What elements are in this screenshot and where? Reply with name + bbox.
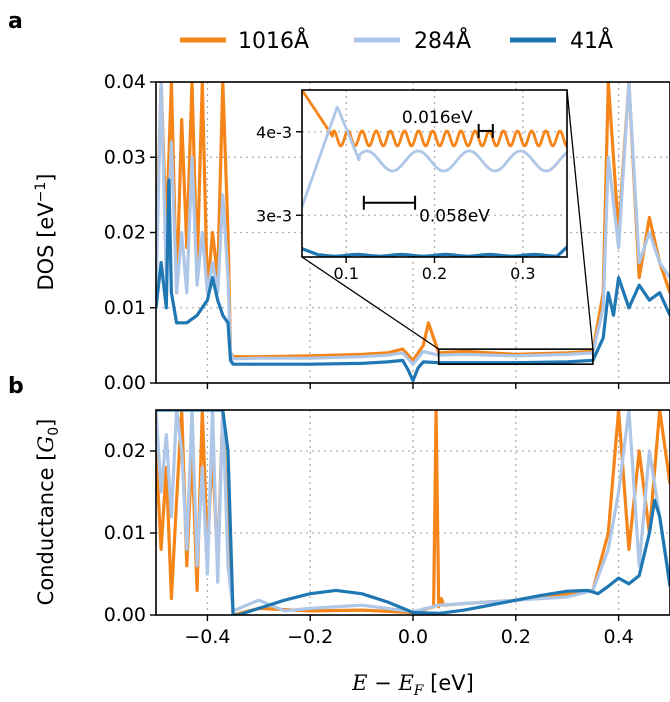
y-tick-label: 0.02 <box>104 440 146 462</box>
panel-b-ticks: 0.00 0.01 0.02 −0.4 −0.2 0.0 0.2 0.4 <box>104 440 634 648</box>
legend-label-1016: 1016Å <box>238 27 309 54</box>
y-tick-label: 3e-3 <box>256 206 292 225</box>
panel-b-series <box>156 410 670 615</box>
spacing-label: 0.058eV <box>419 207 490 227</box>
panel-a-letter: a <box>8 9 23 34</box>
y-tick-label: 4e-3 <box>256 123 292 142</box>
y-tick-label: 0.00 <box>104 604 146 626</box>
panel-a-series <box>156 82 670 383</box>
inset-series <box>302 90 567 257</box>
inset-series-41 <box>302 245 567 257</box>
panel-a-dos: 0.00 0.01 0.02 0.03 0.04 DOS [eV−1] <box>33 71 670 394</box>
legend-label-284: 284Å <box>414 27 471 54</box>
conductance-series-284 <box>156 410 670 614</box>
inset-series-284 <box>302 105 567 208</box>
legend-label-41: 41Å <box>570 27 613 54</box>
conductance-series-41 <box>156 410 670 615</box>
inset-series-1016 <box>302 90 567 148</box>
y-tick-label: 0.02 <box>104 222 146 244</box>
inset-annotations: 0.016eV 0.058eV <box>362 108 494 227</box>
dos-series-284 <box>156 82 670 366</box>
y-tick-label: 0.03 <box>104 146 146 168</box>
legend: 1016Å 284Å 41Å <box>180 27 613 54</box>
x-tick-label: 0.3 <box>510 264 535 283</box>
zoom-connector <box>301 256 440 350</box>
zoom-box <box>437 348 594 365</box>
dos-series-41 <box>156 178 670 383</box>
panel-b-letter: b <box>8 374 24 399</box>
inset-dos-zoom: 3e-3 4e-3 0.1 0.2 0.3 0.016eV 0.058eV <box>256 89 568 283</box>
panel-b-ylabel: Conductance [G0] <box>34 419 62 606</box>
y-tick-label: 0.04 <box>104 71 146 93</box>
zoom-connector <box>566 89 594 350</box>
x-tick-label: 0.1 <box>333 264 358 283</box>
y-tick-label: 0.01 <box>104 297 146 319</box>
x-tick-label: 0.2 <box>422 264 447 283</box>
x-tick-label: −0.2 <box>287 626 333 648</box>
x-tick-label: 0.4 <box>603 626 633 648</box>
inset-zoom-indicator <box>301 89 594 365</box>
y-tick-label: 0.00 <box>104 372 146 394</box>
panel-a-ticks: 0.00 0.01 0.02 0.03 0.04 <box>104 71 620 394</box>
x-tick-label: −0.4 <box>184 626 230 648</box>
x-tick-label: 0.0 <box>398 626 428 648</box>
inset-ticks: 3e-3 4e-3 0.1 0.2 0.3 <box>256 123 536 283</box>
spacing-label: 0.016eV <box>402 108 473 128</box>
dos-series-1016 <box>156 82 670 362</box>
panel-a-ylabel: DOS [eV−1] <box>33 173 58 290</box>
x-tick-label: 0.2 <box>501 626 531 648</box>
panel-b-conductance: 0.00 0.01 0.02 −0.4 −0.2 0.0 0.2 0.4 Conductanc… <box>34 409 670 699</box>
y-tick-label: 0.01 <box>104 522 146 544</box>
panel-b-xlabel: E − EF [eV] <box>351 671 474 699</box>
